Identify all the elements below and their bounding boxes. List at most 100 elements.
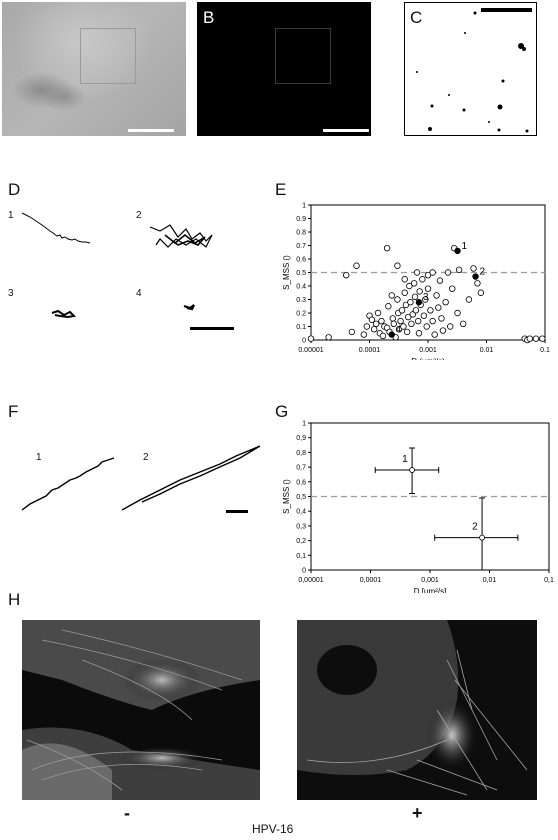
micrograph-h-minus: [22, 620, 260, 800]
chart-g: 0 0,1 0,2 0,3 0,4 0,5 0,6 0,7 0,8 0,9 1 0,00001 0,00…: [282, 421, 554, 594]
y-tick-label: 0.4: [296, 284, 306, 291]
trajectory-f-label-1: 1: [36, 452, 42, 463]
data-point: [412, 307, 420, 314]
data-point-label: 2: [472, 522, 478, 533]
data-point: [427, 307, 434, 314]
panel-label-e: E: [275, 180, 287, 199]
data-point: [429, 269, 436, 276]
data-point-label: 2: [480, 267, 486, 278]
micrograph-a-brightfield: [2, 2, 186, 136]
x-tick-label: 0,01: [483, 577, 497, 584]
data-point: [435, 304, 442, 311]
data-point: [423, 323, 430, 330]
h-minus-label: -: [124, 803, 130, 823]
trajectory-d-label-3: 3: [8, 288, 14, 299]
data-point: [405, 313, 412, 321]
trajectories-f: [21, 445, 260, 511]
y-tick-label: 0: [302, 568, 306, 575]
data-point: [429, 317, 436, 325]
data-point: [374, 309, 382, 317]
data-point: [444, 269, 452, 276]
data-point: [439, 327, 447, 334]
data-point: [419, 276, 426, 283]
data-point: [394, 262, 401, 269]
data-point: [307, 335, 315, 342]
y-tick-label: 0.1: [296, 324, 306, 331]
data-point: [394, 296, 401, 303]
data-point: [470, 265, 477, 272]
y-tick-label: 0,4: [296, 509, 306, 516]
data-point: [454, 309, 461, 317]
data-point: [416, 288, 423, 295]
y-tick-label: 0,5: [296, 494, 306, 501]
y-tick-label: 0,9: [296, 435, 306, 442]
panel-label-h: H: [8, 590, 21, 609]
data-point: [472, 273, 479, 280]
y-tick-label: 0.9: [296, 216, 306, 223]
data-point: [449, 285, 456, 292]
trajectory-f-label-2: 2: [143, 452, 149, 463]
data-point-label: 1: [462, 241, 468, 252]
panel-label-c: C: [410, 8, 423, 27]
y-tick-label: 0.5: [296, 270, 306, 277]
data-point: [409, 467, 415, 473]
data-point: [403, 328, 411, 336]
data-point: [532, 335, 540, 342]
scale-bar-c: [481, 8, 532, 12]
data-point: [406, 282, 413, 290]
x-tick-label: 0,1: [544, 577, 554, 584]
data-point: [415, 330, 423, 337]
data-point: [442, 298, 449, 306]
x-tick-label: 0,001: [421, 577, 439, 584]
data-point: [398, 307, 406, 314]
data-point: [372, 320, 380, 327]
x-tick-label: 0.001: [419, 347, 437, 354]
y-tick-label: 1: [302, 421, 306, 428]
data-point: [370, 325, 378, 333]
data-point: [436, 277, 444, 284]
h-plus-label: +: [412, 803, 423, 823]
data-point: [353, 262, 360, 269]
data-point: [401, 276, 408, 283]
data-point: [477, 289, 485, 296]
data-point: [415, 317, 422, 325]
data-point: [401, 289, 408, 296]
micrograph-b-fluorescence: [197, 2, 371, 136]
data-point: [479, 534, 485, 541]
roi-box-b: [275, 28, 331, 84]
scale-bar-a: [128, 129, 174, 132]
panel-label-b: B: [203, 8, 215, 27]
x-tick-label: 0,00001: [298, 577, 323, 584]
y-tick-label: 0.7: [296, 243, 306, 250]
data-point: [348, 328, 356, 336]
data-point: [389, 315, 396, 322]
trajectories-d: [21, 212, 213, 319]
y-tick-label: 0,6: [296, 479, 306, 486]
scale-bar-f: [226, 510, 248, 513]
y-tick-label: 0: [302, 338, 306, 345]
micrograph-h-plus: [297, 620, 537, 800]
data-point: [385, 303, 392, 310]
data-point-label: 3: [423, 292, 429, 303]
x-tick-label: 0.0001: [359, 347, 381, 354]
y-tick-label: 0,2: [296, 538, 306, 545]
data-point: [388, 292, 395, 299]
data-point: [325, 334, 332, 341]
x-axis-label: D (µm²/s): [411, 357, 445, 360]
panel-label-d: D: [8, 180, 21, 199]
data-point: [360, 331, 368, 338]
data-point: [363, 323, 371, 330]
panel-label-g: G: [275, 402, 289, 421]
y-tick-label: 0,3: [296, 523, 306, 530]
data-point: [465, 296, 473, 303]
x-axis-label: D [µm²/s]: [414, 587, 447, 593]
data-point-label: 4: [396, 325, 402, 336]
data-point: [378, 317, 385, 325]
data-point: [424, 285, 432, 292]
data-point: [455, 266, 463, 273]
x-tick-label: 0.01: [480, 347, 494, 354]
data-point: [379, 332, 387, 340]
data-point: [415, 298, 423, 306]
data-point: [454, 247, 461, 255]
data-point: [438, 315, 445, 322]
